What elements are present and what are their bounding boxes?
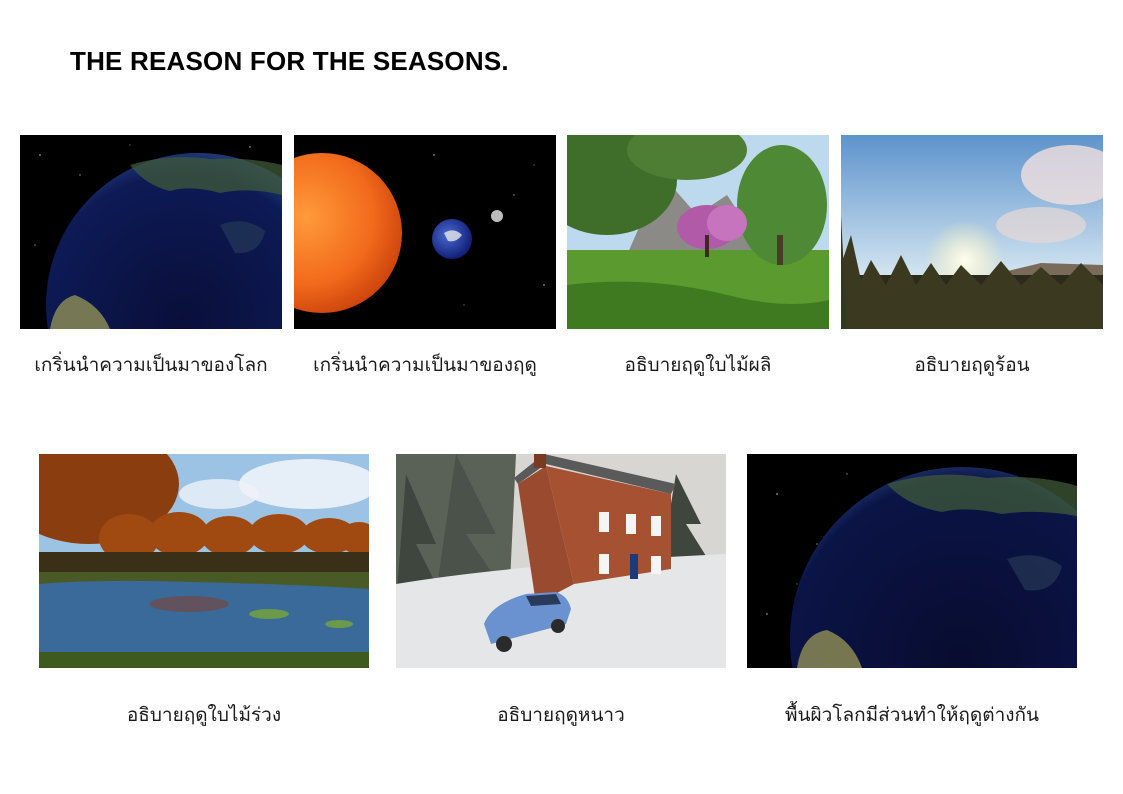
- page-title: THE REASON FOR THE SEASONS.: [70, 46, 509, 76]
- sun-earth-moon-icon[interactable]: [294, 135, 556, 329]
- card-caption: อธิบายฤดูใบไม้ผลิ: [624, 354, 772, 376]
- earth-surface-icon[interactable]: [747, 454, 1077, 668]
- card-caption: อธิบายฤดูร้อน: [914, 354, 1030, 376]
- card-caption: เกริ่นนำความเป็นมาของฤดู: [313, 354, 537, 376]
- summer-sunset-icon[interactable]: [841, 135, 1103, 329]
- card-caption: เกริ่นนำความเป็นมาของโลก: [34, 354, 268, 376]
- card-caption: อธิบายฤดูหนาว: [497, 704, 625, 726]
- winter-house-icon[interactable]: [396, 454, 726, 668]
- card-caption: อธิบายฤดูใบไม้ร่วง: [126, 704, 282, 726]
- autumn-pond-icon[interactable]: [39, 454, 369, 668]
- earth-icon[interactable]: [20, 135, 282, 329]
- spring-trees-icon[interactable]: [567, 135, 829, 329]
- card-caption: พื้นผิวโลกมีส่วนทำให้ฤดูต่างกัน: [784, 704, 1040, 726]
